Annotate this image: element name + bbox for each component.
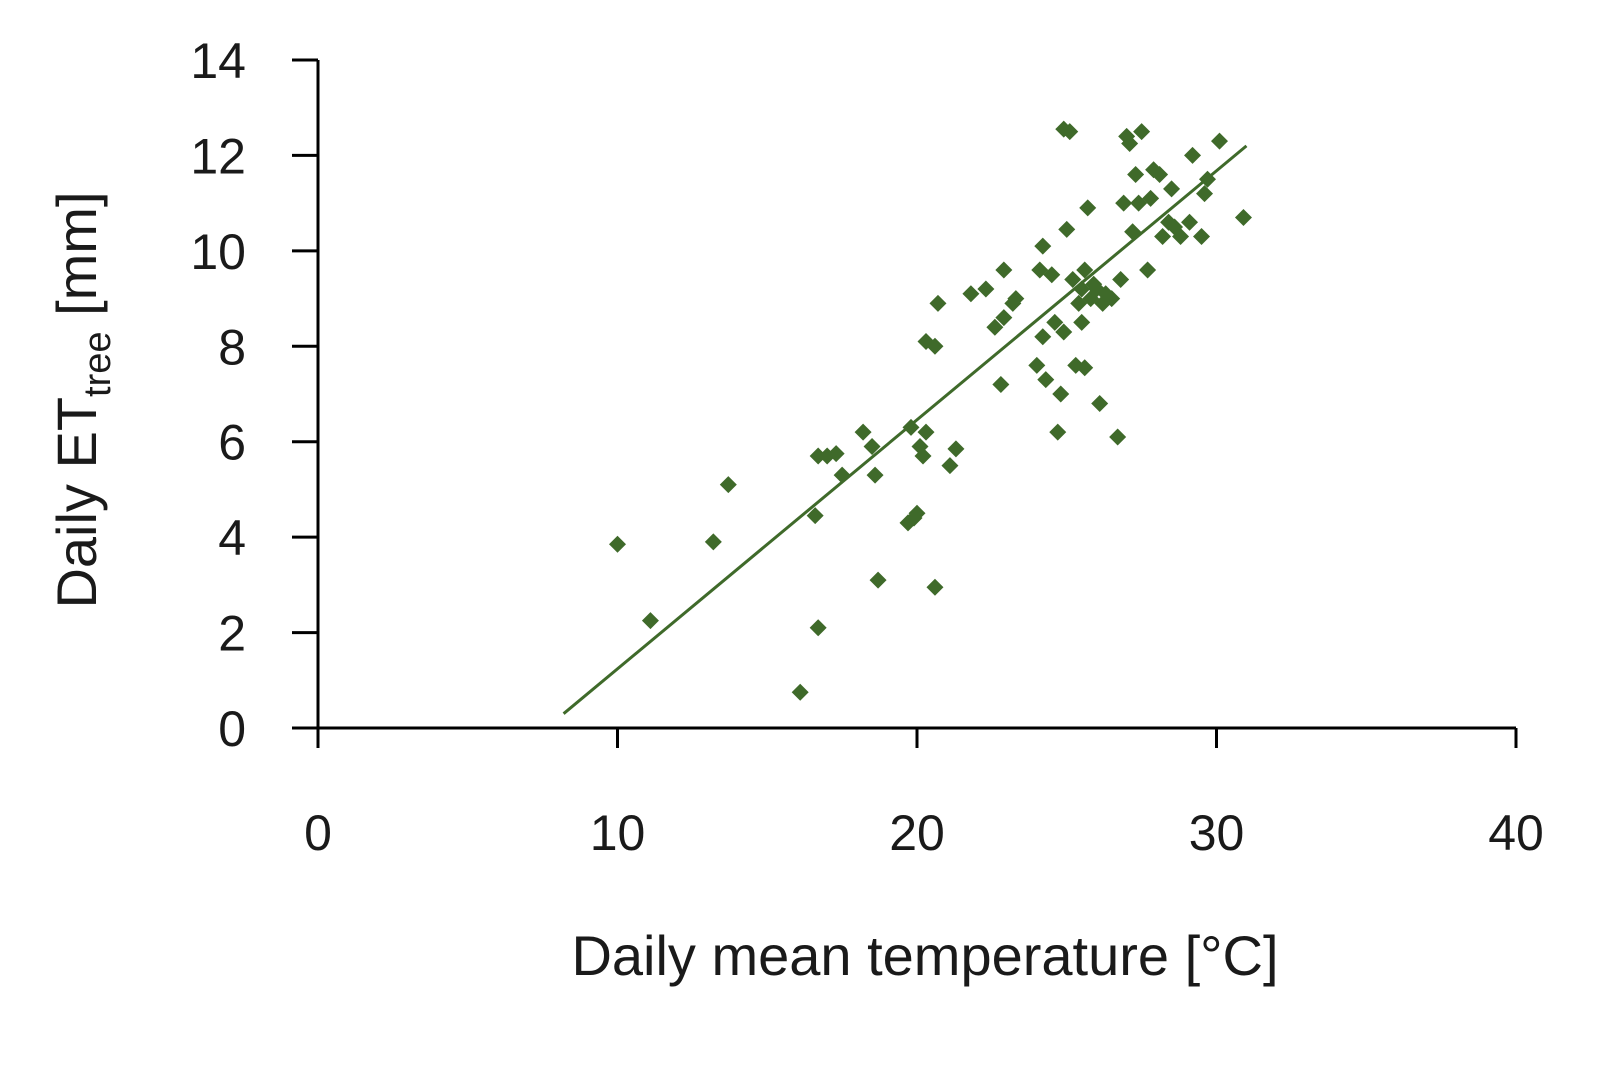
data-point: [833, 466, 851, 484]
data-point: [1196, 185, 1214, 203]
data-point: [1139, 261, 1157, 279]
data-point: [1076, 261, 1094, 279]
data-point: [1034, 328, 1052, 346]
y-tick-label: 6: [218, 415, 246, 471]
data-point: [992, 375, 1010, 393]
data-point: [1055, 323, 1073, 341]
data-point: [962, 285, 980, 303]
data-point: [1234, 208, 1252, 226]
data-point: [1007, 290, 1025, 308]
axes: [292, 60, 1516, 730]
x-axis-title: Daily mean temperature [°C]: [571, 924, 1278, 987]
data-point: [947, 440, 965, 458]
data-point: [1124, 223, 1142, 241]
x-tick-label: 20: [889, 805, 945, 861]
x-tick-label: 0: [304, 805, 332, 861]
data-point: [1046, 313, 1064, 331]
data-point: [941, 457, 959, 475]
data-point: [995, 261, 1013, 279]
data-point: [1037, 371, 1055, 389]
data-point: [1049, 423, 1067, 441]
data-point: [926, 578, 944, 596]
x-tick-label: 30: [1189, 805, 1245, 861]
y-axis-title-unit: [mm]: [45, 191, 108, 331]
data-point: [1061, 123, 1079, 141]
data-point: [791, 683, 809, 701]
y-tick-label: 4: [218, 510, 246, 566]
data-point: [1052, 385, 1070, 403]
data-point: [1043, 266, 1061, 284]
data-point: [1210, 132, 1228, 150]
data-point: [1064, 270, 1082, 288]
data-point: [1172, 228, 1190, 246]
data-point: [1076, 359, 1094, 377]
plot-area: [562, 120, 1252, 715]
data-point: [914, 447, 932, 465]
data-point: [854, 423, 872, 441]
data-point: [1058, 220, 1076, 238]
data-point: [1115, 194, 1133, 212]
y-axis-title-main: Daily ET: [45, 397, 108, 609]
data-point: [866, 466, 884, 484]
data-point: [1151, 166, 1169, 184]
y-tick-label: 12: [190, 128, 246, 184]
data-point: [1184, 146, 1202, 164]
data-point: [641, 612, 659, 630]
data-point: [1181, 213, 1199, 231]
data-point: [1154, 228, 1172, 246]
y-tick-label: 10: [190, 224, 246, 280]
data-point: [1073, 313, 1091, 331]
data-point: [809, 447, 827, 465]
data-point: [1028, 356, 1046, 374]
data-point: [929, 294, 947, 312]
y-tick-label: 14: [190, 33, 246, 89]
data-point: [704, 533, 722, 551]
data-point: [1163, 180, 1181, 198]
y-tick-label: 0: [218, 701, 246, 757]
data-point: [1121, 135, 1139, 152]
data-point: [917, 423, 935, 441]
y-tick-label: 8: [218, 319, 246, 375]
data-point: [869, 571, 887, 589]
data-point: [902, 418, 920, 436]
data-point: [926, 337, 944, 355]
y-axis-title-subscript: tree: [77, 331, 119, 396]
data-point: [1127, 166, 1145, 184]
y-axis-ticks: 0 2 4 6 8 10 12 14: [190, 33, 318, 757]
x-tick-label: 10: [590, 805, 646, 861]
data-point: [827, 445, 845, 463]
data-point: [609, 535, 626, 553]
data-point: [1193, 228, 1211, 246]
y-tick-label: 2: [218, 606, 246, 662]
data-point: [1103, 290, 1121, 308]
data-point: [1112, 270, 1130, 288]
x-tick-label: 40: [1488, 805, 1544, 861]
data-point: [809, 619, 827, 637]
data-point: [1142, 189, 1160, 207]
data-point: [908, 504, 926, 522]
data-point: [977, 280, 995, 298]
data-point: [806, 507, 824, 525]
data-point: [1109, 428, 1127, 446]
data-point: [1199, 170, 1217, 188]
data-point: [995, 309, 1013, 327]
data-point: [1091, 395, 1109, 413]
data-point: [1034, 237, 1052, 255]
y-axis-title: Daily ETtree [mm]: [45, 191, 119, 608]
data-point: [719, 476, 737, 494]
data-point: [1079, 199, 1097, 217]
x-axis-ticks: 0 10 20 30 40: [304, 728, 1544, 861]
data-point: [863, 437, 881, 455]
data-point: [1133, 123, 1151, 141]
data-point: [986, 318, 1004, 336]
